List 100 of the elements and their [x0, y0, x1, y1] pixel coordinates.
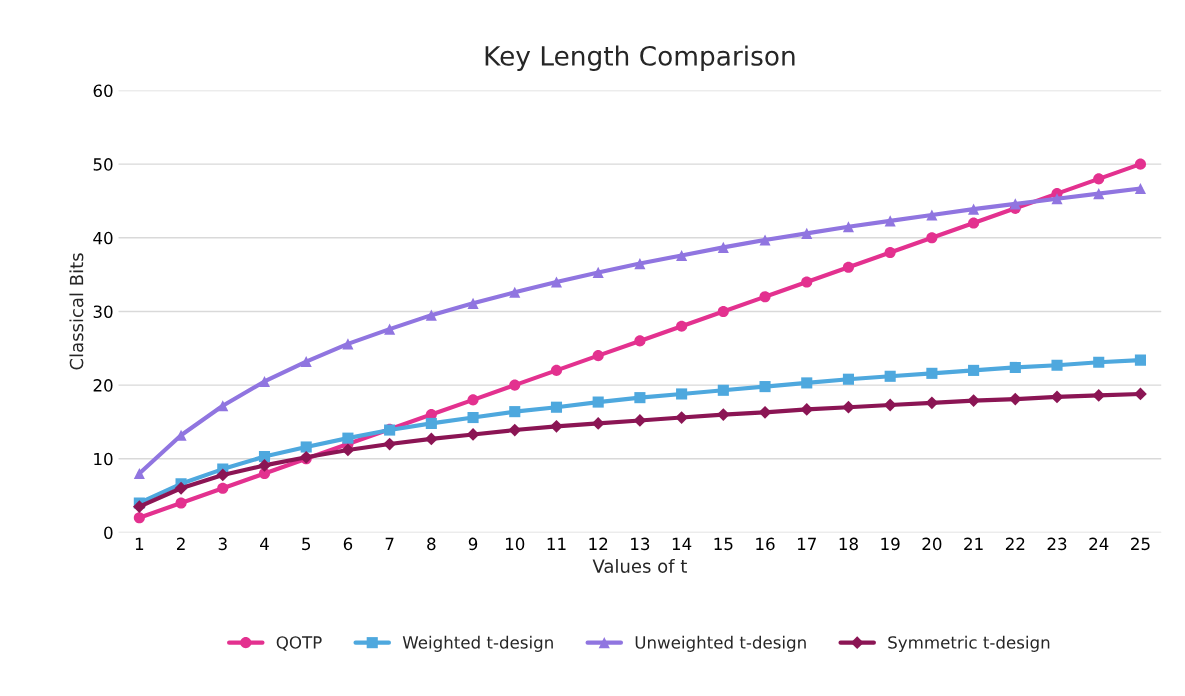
point — [801, 377, 813, 389]
point — [1051, 193, 1063, 205]
y-tick-label: 50 — [93, 158, 113, 171]
point — [1134, 354, 1146, 366]
point — [467, 411, 479, 424]
legend-label: Weighted t-design — [402, 635, 553, 652]
point — [258, 459, 271, 472]
point — [676, 388, 688, 400]
x-tick-label: 25 — [1131, 537, 1150, 551]
point — [550, 419, 563, 433]
y-tick-label: 30 — [93, 305, 113, 319]
x-tick-label: 21 — [964, 537, 983, 550]
point — [926, 232, 938, 244]
y-tick-label: 60 — [93, 84, 113, 98]
point — [467, 297, 479, 309]
point — [508, 423, 522, 437]
point — [216, 468, 230, 482]
y-axis-title: Classical Bits — [69, 253, 84, 370]
point — [300, 441, 312, 453]
point — [676, 320, 688, 332]
x-tick-label: 22 — [1005, 537, 1025, 550]
x-tick-label: 15 — [714, 537, 733, 551]
point — [883, 398, 897, 412]
point — [550, 401, 563, 413]
point — [842, 400, 855, 414]
point — [1051, 359, 1063, 371]
point — [424, 432, 438, 446]
x-tick-label: 16 — [756, 537, 775, 551]
point — [509, 379, 521, 391]
point — [717, 241, 729, 253]
point — [801, 227, 813, 239]
legend-label: QOTP — [276, 636, 322, 651]
point — [967, 394, 980, 407]
point — [676, 249, 688, 262]
x-tick-label: 13 — [631, 537, 650, 551]
point — [342, 338, 354, 350]
point — [634, 258, 646, 270]
x-tick-label: 3 — [218, 537, 227, 551]
x-tick-label: 9 — [468, 537, 478, 551]
point — [1093, 173, 1105, 185]
chart-title: Key Length Comparison — [485, 45, 795, 71]
point — [1134, 182, 1146, 194]
point — [132, 500, 146, 514]
x-tick-label: 14 — [672, 537, 692, 550]
point — [509, 406, 521, 418]
y-tick-label: 20 — [93, 379, 113, 392]
point — [133, 512, 145, 524]
point — [425, 309, 437, 321]
point — [716, 408, 730, 421]
x-tick-label: 7 — [385, 537, 394, 550]
point — [800, 403, 814, 416]
x-tick-label: 11 — [547, 537, 566, 550]
y-tick-label: 10 — [94, 452, 113, 466]
point — [591, 417, 605, 430]
point — [1093, 188, 1105, 200]
x-tick-label: 8 — [427, 537, 436, 551]
x-tick-label: 10 — [505, 537, 525, 551]
x-tick-label: 20 — [922, 537, 942, 551]
point — [1050, 390, 1064, 404]
y-tick-label: 0 — [104, 526, 113, 540]
point — [759, 234, 771, 246]
y-tick-label: 40 — [93, 231, 113, 245]
point — [634, 335, 646, 347]
point — [926, 367, 938, 379]
x-tick-label: 2 — [176, 537, 185, 550]
point — [634, 392, 646, 404]
point — [592, 396, 604, 408]
x-axis-title: Values of t — [592, 558, 687, 573]
point — [1093, 356, 1105, 368]
x-tick-label: 17 — [797, 537, 816, 550]
point — [258, 451, 271, 463]
x-tick-label: 5 — [302, 537, 311, 551]
x-tick-label: 23 — [1047, 537, 1067, 551]
point — [926, 209, 938, 221]
point — [174, 481, 188, 495]
point — [383, 437, 397, 451]
point — [884, 370, 896, 382]
legend-label: Unweighted t-design — [635, 635, 806, 652]
point — [133, 467, 145, 480]
point — [509, 286, 521, 298]
x-tick-label: 4 — [260, 537, 269, 550]
point — [842, 373, 855, 385]
point — [550, 364, 563, 376]
x-tick-label: 19 — [881, 537, 900, 551]
x-tick-label: 1 — [135, 537, 144, 550]
point — [842, 221, 855, 233]
point — [759, 291, 771, 303]
point — [1092, 389, 1106, 402]
point — [675, 411, 688, 424]
point — [758, 405, 772, 419]
point — [425, 417, 437, 429]
x-tick-label: 18 — [839, 537, 858, 551]
point — [884, 246, 896, 259]
point — [384, 323, 396, 335]
legend-label: Symmetric t-design — [888, 635, 1050, 652]
point — [1008, 392, 1022, 406]
point — [717, 384, 729, 396]
point — [842, 261, 855, 273]
point — [633, 414, 647, 427]
point — [968, 217, 980, 229]
